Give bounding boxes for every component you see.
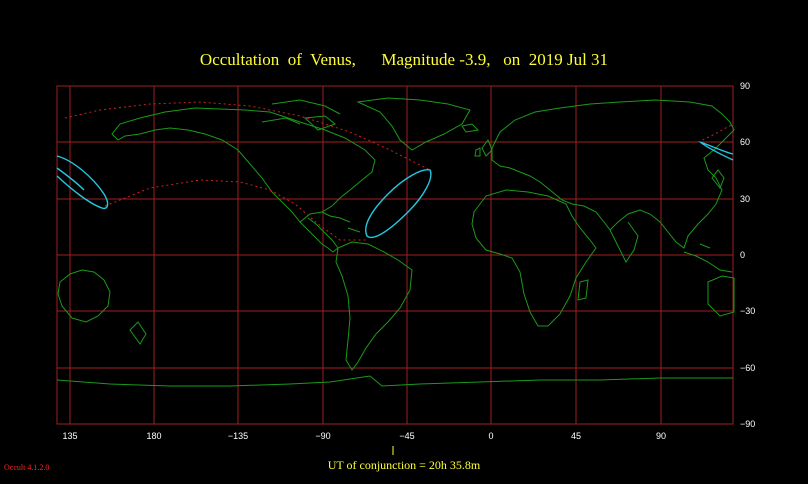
coast-australia [57, 269, 735, 323]
coast-caribbean [321, 211, 361, 233]
conjunction-time: UT of conjunction = 20h 35.8m [327, 458, 481, 472]
latitude-tick-0: 90 [740, 81, 750, 91]
coast-eurasia [491, 99, 735, 249]
latitude-tick-2: 30 [740, 194, 750, 204]
version-label: Occult 4.1.2.0 [4, 463, 50, 472]
longitude-tick-2: −135 [228, 431, 248, 441]
graze-limit-north [64, 101, 431, 171]
visibility-loop-pacific-inner [56, 167, 85, 191]
title-object: Occultation of Venus, [199, 50, 356, 69]
coast-british-isles [474, 138, 493, 157]
axis-labels: 135 180 −135 −90 −45 0 45 90 90 60 30 0 −30 −60 −90 [62, 81, 755, 455]
coast-new-zealand [129, 321, 147, 345]
latitude-tick-4: −30 [740, 306, 755, 316]
coast-africa [471, 189, 597, 327]
longitude-tick-5: 0 [488, 431, 493, 441]
visibility-loop-asia [699, 141, 734, 161]
latitude-tick-6: −90 [740, 419, 755, 429]
graticule [56, 85, 734, 425]
longitude-tick-7: 90 [656, 431, 666, 441]
title-magnitude: Magnitude -3.9, [381, 50, 491, 69]
graze-limit-east [697, 123, 734, 143]
coast-arctic-islands [261, 99, 341, 131]
latitude-tick-5: −60 [740, 363, 755, 373]
coast-madagascar [577, 279, 589, 301]
coast-iceland [461, 123, 480, 133]
map-title: Occultation of Venus, Magnitude -3.9, on… [0, 50, 808, 70]
coastlines [56, 97, 735, 387]
longitude-tick-0: 135 [62, 431, 77, 441]
occultation-paths [56, 101, 734, 241]
coast-japan [711, 169, 725, 189]
graze-limit-south [104, 179, 366, 241]
latitude-tick-1: 60 [740, 137, 750, 147]
coast-south-america [335, 241, 413, 371]
coast-central-america [299, 217, 339, 253]
visibility-loop-pacific [56, 155, 109, 210]
longitude-tick-6: 45 [571, 431, 581, 441]
longitude-tick-3: −90 [315, 431, 330, 441]
coast-indonesia [683, 243, 733, 273]
longitude-tick-1: 180 [146, 431, 161, 441]
longitude-tick-4: −45 [399, 431, 414, 441]
title-date: on 2019 Jul 31 [503, 50, 609, 69]
coast-greenland [356, 97, 471, 151]
visibility-loop-atlantic [365, 169, 432, 239]
coast-india [609, 221, 639, 263]
latitude-tick-3: 0 [740, 250, 745, 260]
coast-antarctica [56, 375, 733, 387]
coast-north-america [111, 107, 376, 223]
